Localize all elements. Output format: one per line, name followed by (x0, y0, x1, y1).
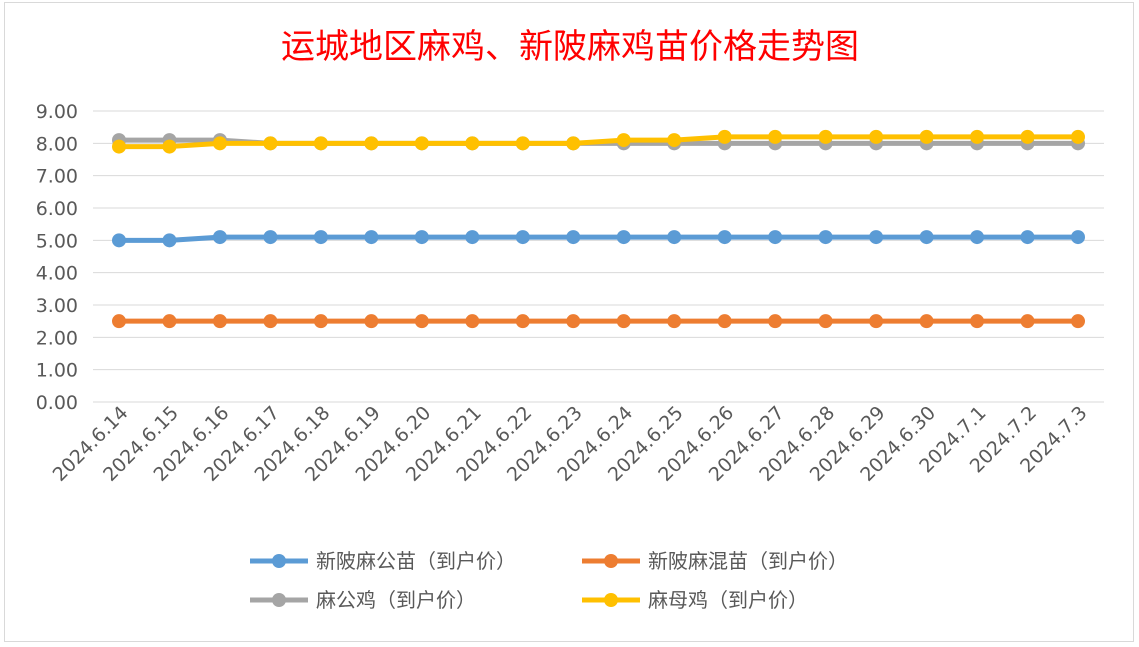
y-tick-label: 1.00 (36, 360, 78, 382)
y-tick-label: 8.00 (36, 133, 78, 155)
data-point (515, 230, 530, 245)
legend-label: 麻公鸡（到户价） (316, 588, 476, 612)
y-tick-label: 3.00 (36, 295, 78, 317)
data-point (364, 230, 379, 245)
y-tick-label: 9.00 (36, 101, 78, 123)
data-point (970, 230, 985, 245)
legend-swatch-marker (272, 593, 286, 607)
data-point (465, 230, 480, 245)
data-point (616, 314, 631, 329)
data-point (364, 314, 379, 329)
data-point (869, 129, 884, 144)
data-point (162, 139, 177, 154)
data-point (515, 314, 530, 329)
data-point (465, 314, 480, 329)
data-point (970, 314, 985, 329)
y-tick-label: 7.00 (36, 166, 78, 188)
legend-swatch-marker (604, 554, 618, 568)
data-point (465, 136, 480, 151)
data-point (818, 314, 833, 329)
data-point (212, 314, 227, 329)
data-point (768, 129, 783, 144)
data-point (970, 129, 985, 144)
data-point (919, 129, 934, 144)
data-point (818, 129, 833, 144)
legend-swatch-marker (604, 593, 618, 607)
data-point (818, 230, 833, 245)
y-tick-label: 5.00 (36, 230, 78, 252)
data-point (1071, 230, 1085, 245)
data-point (1020, 129, 1035, 144)
series-line (119, 234, 1078, 243)
data-point (717, 314, 732, 329)
data-point (616, 230, 631, 245)
data-point (566, 136, 581, 151)
data-point (414, 230, 429, 245)
data-point (566, 230, 581, 245)
data-point (667, 230, 682, 245)
y-tick-label: 0.00 (36, 392, 78, 414)
data-point (212, 136, 227, 151)
data-point (313, 314, 328, 329)
data-point (112, 233, 126, 248)
data-point (364, 136, 379, 151)
y-tick-label: 2.00 (36, 327, 78, 349)
legend-label: 麻母鸡（到户价） (648, 588, 808, 612)
legend-label: 新陂麻公苗（到户价） (316, 549, 516, 573)
data-point (717, 230, 732, 245)
data-point (1020, 230, 1035, 245)
data-point (717, 129, 732, 144)
chart-title: 运城地区麻鸡、新陂麻鸡苗价格走势图 (281, 27, 859, 67)
data-point (768, 230, 783, 245)
y-tick-label: 6.00 (36, 198, 78, 220)
data-point (616, 133, 631, 148)
data-point (162, 314, 177, 329)
data-point (414, 136, 429, 151)
data-point (112, 314, 126, 329)
data-point (1071, 314, 1085, 329)
data-point (515, 136, 530, 151)
y-tick-label: 4.00 (36, 263, 78, 285)
data-point (212, 230, 227, 245)
data-point (112, 139, 126, 154)
data-point (1020, 314, 1035, 329)
data-point (414, 314, 429, 329)
data-point (667, 314, 682, 329)
data-point (768, 314, 783, 329)
data-point (162, 233, 177, 248)
data-point (263, 314, 278, 329)
data-point (869, 230, 884, 245)
data-point (566, 314, 581, 329)
data-point (1071, 129, 1085, 144)
legend-label: 新陂麻混苗（到户价） (648, 549, 848, 573)
data-point (263, 136, 278, 151)
data-point (919, 314, 934, 329)
data-point (869, 314, 884, 329)
data-point (313, 230, 328, 245)
series-line (119, 134, 1078, 150)
data-point (263, 230, 278, 245)
legend-swatch-marker (272, 554, 286, 568)
data-point (313, 136, 328, 151)
data-point (667, 133, 682, 148)
data-point (919, 230, 934, 245)
